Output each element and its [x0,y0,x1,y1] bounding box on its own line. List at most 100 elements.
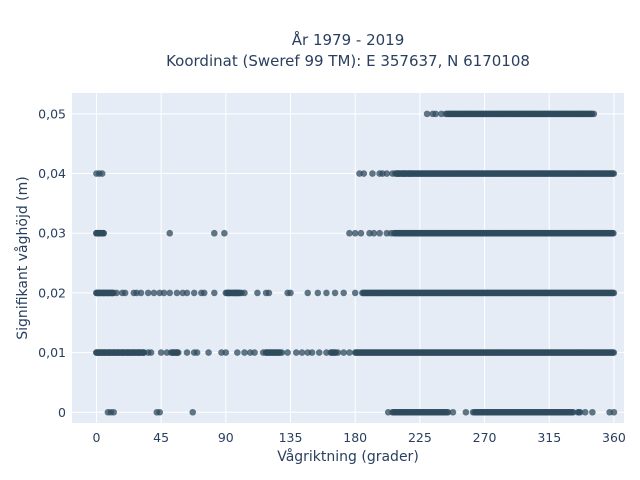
data-point [284,349,291,356]
data-point [370,229,378,237]
data-point [315,349,323,356]
data-point [340,349,347,356]
data-point [100,229,107,237]
data-point [265,289,273,297]
data-point [298,349,306,356]
plot-area [72,93,624,423]
data-point [160,289,168,297]
data-point [211,229,218,237]
data-point [121,289,129,297]
data-point [241,289,248,297]
data-point [98,170,106,177]
chart-title: År 1979 - 2019 [292,30,405,49]
data-point [183,349,191,356]
data-point [166,289,174,297]
data-point [225,289,232,297]
data-point [147,349,155,356]
data-point [278,349,286,356]
data-point [384,408,392,416]
data-point [200,289,208,297]
data-point [444,408,452,416]
x-axis-title: Vågriktning (grader) [277,448,419,465]
data-points [93,110,618,416]
data-point [134,349,142,356]
x-tick-label: 315 [537,430,561,445]
data-point [383,170,391,177]
y-axis-title: Signifikant våghöjd (m) [14,176,31,339]
data-point [251,349,258,356]
data-point [323,349,330,356]
x-tick-label: 270 [473,430,497,445]
x-tick-label: 225 [408,430,432,445]
data-point [340,289,347,297]
data-point [610,349,618,356]
data-point [110,408,117,416]
data-point [150,289,158,297]
x-tick-label: 135 [279,430,303,445]
data-point [189,408,197,416]
data-point [469,408,477,416]
data-point [205,349,212,356]
data-point [400,170,408,177]
data-point [287,289,294,297]
data-point [581,408,589,416]
data-point [163,349,171,356]
data-point [173,289,181,297]
data-point [166,229,174,237]
data-point [156,408,163,416]
y-tick-label: 0,03 [38,226,66,241]
x-tick-label: 360 [602,430,626,445]
y-tick-label: 0,01 [38,345,66,360]
x-tick-label: 0 [92,430,100,445]
x-tick-label: 90 [218,430,234,445]
data-point [346,229,353,237]
data-point [610,170,618,177]
x-gridlines [95,93,615,423]
data-point [351,289,359,297]
data-point [308,349,316,356]
data-point [241,349,248,356]
data-point [144,289,152,297]
data-point [113,289,120,297]
data-point [334,349,342,356]
data-point [222,349,230,356]
data-point [610,289,618,297]
data-point [395,170,402,177]
y-tick-label: 0,04 [38,166,66,181]
data-point [221,229,228,237]
data-point [173,349,181,356]
data-point [406,170,414,177]
x-tick-label: 180 [343,430,367,445]
data-point [357,229,365,237]
data-point [211,289,218,297]
data-point [262,349,270,356]
data-point [432,110,439,118]
data-point [590,110,598,118]
data-point [129,349,136,356]
data-point [442,110,450,118]
data-point [119,349,126,356]
x-tick-label: 45 [153,430,169,445]
y-axis-ticks: 0 0,01 0,02 0,03 0,04 0,05 [38,106,66,419]
data-point [314,289,322,297]
data-point [351,229,359,237]
data-point [462,408,470,416]
data-point [389,170,396,177]
data-point [423,110,431,118]
data-point [346,349,353,356]
y-tick-label: 0,02 [38,285,66,300]
data-point [569,408,577,416]
data-point [589,408,596,416]
data-point [292,349,300,356]
data-point [254,289,261,297]
data-point [376,229,383,237]
data-point [610,408,618,416]
data-point [399,408,406,416]
x-axis-ticks: 0 45 90 135 180 225 270 315 360 [92,430,625,445]
data-point [387,229,395,237]
data-point [360,170,368,177]
data-point [193,349,201,356]
data-point [323,289,330,297]
data-point [157,349,165,356]
